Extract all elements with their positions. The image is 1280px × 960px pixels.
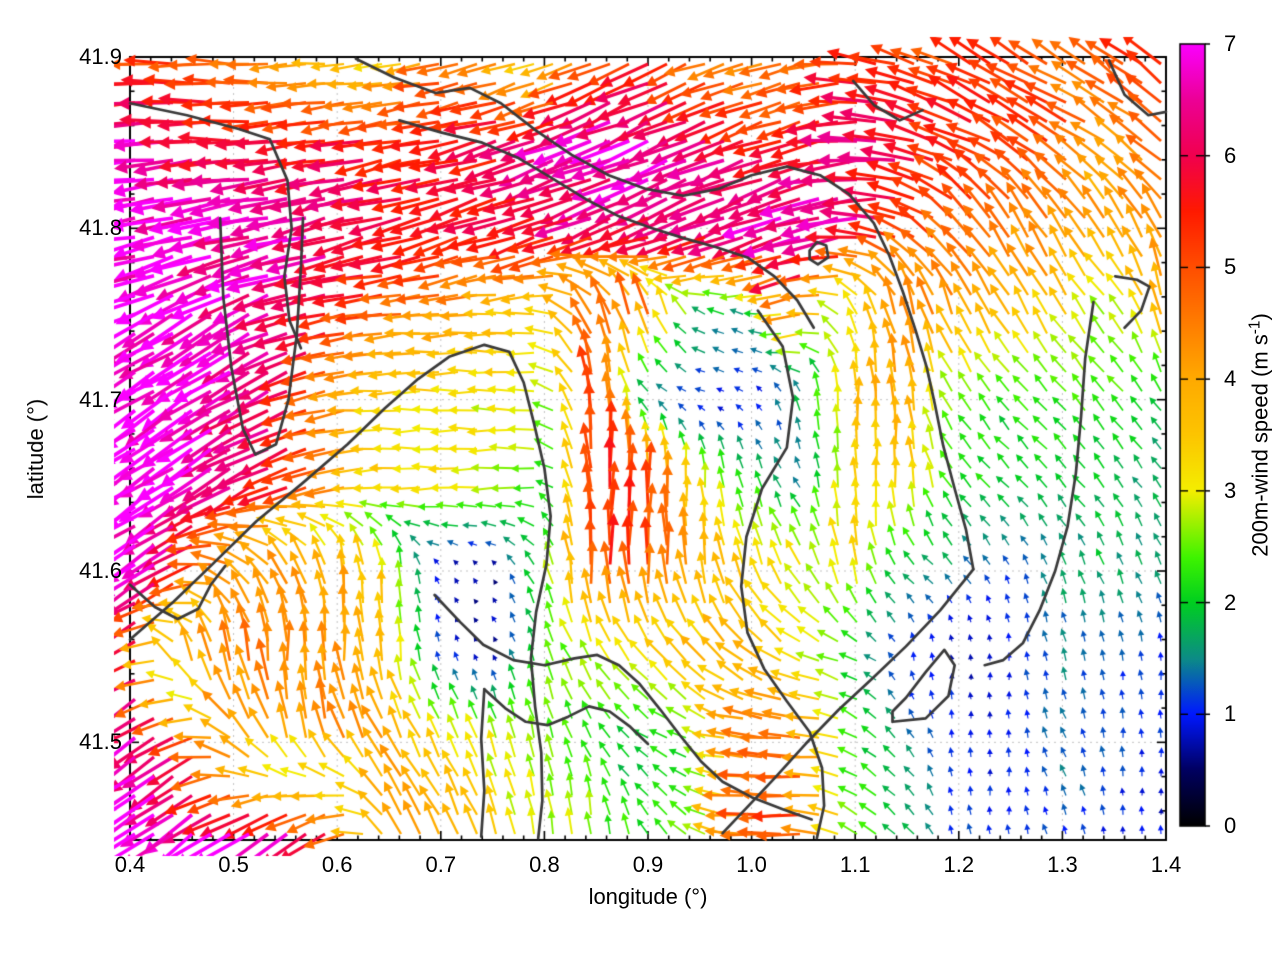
colorbar-label-text: 200m-wind speed (m s [1247, 334, 1273, 557]
colorbar-tick-label: 4 [1224, 366, 1237, 392]
x-tick-label: 0.8 [529, 852, 560, 877]
x-tick-label: 1.2 [943, 852, 975, 877]
y-axis-label: latitude (°) [23, 398, 48, 499]
colorbar-label-superscript: -1 [1246, 320, 1264, 335]
colorbar-label: 200m-wind speed (m s-1) [1246, 313, 1273, 557]
y-tick-label: 41.7 [79, 386, 122, 412]
colorbar-tick-label: 2 [1224, 589, 1237, 615]
x-tick-label: 0.5 [218, 852, 249, 877]
x-tick-label: 1.3 [1047, 852, 1078, 877]
y-tick-label: 41.8 [79, 215, 122, 241]
x-tick-label: 0.6 [321, 852, 353, 877]
x-tick-label: 1.4 [1150, 852, 1182, 877]
colorbar-label-close: ) [1247, 313, 1273, 321]
colorbar-tick-label: 5 [1224, 254, 1237, 280]
colorbar-tick-label: 7 [1224, 31, 1237, 56]
y-tick-label: 41.6 [79, 558, 122, 583]
x-tick-label: 0.7 [425, 852, 457, 877]
x-tick-label: 1.1 [839, 852, 871, 877]
colorbar-tick-label: 3 [1224, 477, 1237, 503]
y-tick-label: 41.9 [79, 44, 122, 69]
x-tick-label: 0.4 [114, 852, 146, 877]
x-axis-label: longitude (°) [588, 884, 708, 909]
x-tick-label: 0.9 [632, 852, 664, 877]
colorbar-tick-label: 6 [1224, 142, 1237, 168]
colorbar-tick-label: 0 [1224, 813, 1237, 838]
y-tick-label: 41.5 [79, 729, 122, 755]
x-tick-label: 1.0 [736, 852, 767, 877]
colorbar-tick-label: 1 [1224, 701, 1237, 727]
